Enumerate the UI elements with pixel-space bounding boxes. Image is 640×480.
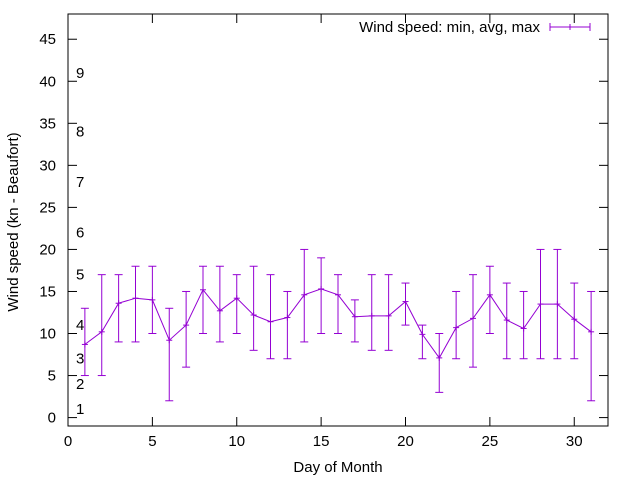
x-tick-label: 0 bbox=[64, 433, 72, 450]
x-tick-label: 15 bbox=[313, 433, 330, 450]
y-tick-label: 35 bbox=[39, 115, 56, 132]
beaufort-label: 7 bbox=[76, 174, 84, 191]
error-bar bbox=[401, 282, 410, 326]
error-bar bbox=[199, 265, 207, 335]
error-bar bbox=[182, 290, 191, 368]
error-bar bbox=[148, 265, 157, 335]
series-layer bbox=[80, 248, 596, 402]
error-bar bbox=[553, 248, 562, 360]
legend-series-label: Wind speed: min, avg, max bbox=[359, 19, 540, 36]
error-bar bbox=[485, 265, 494, 335]
error-bar bbox=[350, 299, 359, 343]
x-tick-label: 20 bbox=[397, 433, 414, 450]
x-tick-label: 30 bbox=[566, 433, 583, 450]
error-bar bbox=[97, 274, 106, 377]
error-bar bbox=[536, 248, 545, 360]
y-tick-label: 40 bbox=[39, 73, 56, 90]
error-bar bbox=[502, 282, 511, 360]
error-bar bbox=[283, 290, 292, 360]
y-tick-label: 45 bbox=[39, 31, 56, 48]
x-tick-label: 5 bbox=[148, 433, 156, 450]
error-bar bbox=[334, 274, 342, 335]
y-tick-label: 25 bbox=[39, 199, 56, 216]
y-tick-label: 10 bbox=[39, 326, 56, 343]
error-bar bbox=[215, 265, 224, 343]
error-bar bbox=[266, 274, 275, 360]
error-bar bbox=[131, 265, 140, 343]
error-bar bbox=[317, 257, 326, 335]
y-tick-label: 30 bbox=[39, 157, 56, 174]
legend-errorbar-key bbox=[549, 23, 591, 31]
error-bar bbox=[418, 324, 427, 360]
error-bar bbox=[469, 274, 477, 368]
error-bar bbox=[114, 274, 123, 343]
error-bar bbox=[80, 307, 89, 377]
y-axis-label: Wind speed (kn - Beaufort) bbox=[5, 132, 22, 311]
beaufort-label: 2 bbox=[76, 376, 84, 393]
beaufort-label: 6 bbox=[76, 225, 84, 242]
error-bar bbox=[435, 333, 444, 393]
beaufort-labels: 1 2 3 4 5 6 7 8 9 bbox=[76, 65, 84, 418]
plot-frame bbox=[67, 13, 609, 427]
error-bar bbox=[587, 290, 596, 402]
beaufort-label: 8 bbox=[76, 124, 84, 141]
beaufort-label: 1 bbox=[76, 401, 84, 418]
x-axis-label: Day of Month bbox=[293, 459, 382, 476]
beaufort-label: 4 bbox=[76, 317, 84, 334]
error-bar bbox=[300, 248, 309, 343]
x-tick-label: 10 bbox=[228, 433, 245, 450]
beaufort-label: 5 bbox=[76, 267, 84, 284]
error-bar bbox=[519, 290, 528, 360]
error-bar bbox=[367, 274, 376, 351]
x-tick-label: 25 bbox=[482, 433, 499, 450]
error-bar bbox=[165, 307, 174, 402]
legend: Wind speed: min, avg, max bbox=[359, 19, 591, 36]
error-bar bbox=[570, 282, 579, 360]
error-bar bbox=[249, 265, 258, 351]
error-bar bbox=[452, 290, 461, 360]
y-tick-label: 20 bbox=[39, 241, 56, 258]
y-tick-label: 15 bbox=[39, 283, 56, 300]
y-tick-label: 0 bbox=[48, 410, 56, 427]
beaufort-label: 3 bbox=[76, 351, 84, 368]
y-tick-label: 5 bbox=[48, 368, 56, 385]
error-bar bbox=[384, 274, 393, 351]
error-bar bbox=[232, 274, 241, 335]
beaufort-label: 9 bbox=[76, 65, 84, 82]
